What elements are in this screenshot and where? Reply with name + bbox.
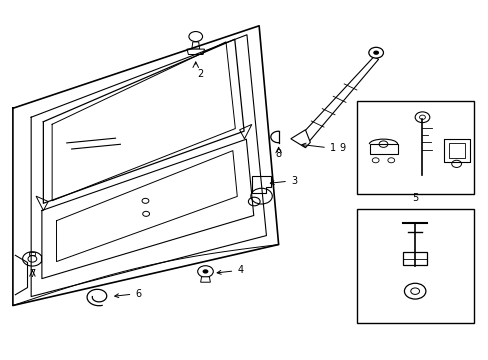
Text: 1: 1 — [302, 143, 335, 153]
Polygon shape — [200, 277, 210, 282]
Circle shape — [188, 32, 202, 41]
Polygon shape — [298, 57, 378, 143]
Bar — [444, 139, 469, 162]
Text: 3: 3 — [270, 176, 296, 186]
Polygon shape — [191, 42, 199, 49]
Circle shape — [404, 283, 425, 299]
Circle shape — [197, 266, 213, 277]
Text: 6: 6 — [115, 289, 141, 298]
Text: 7: 7 — [29, 269, 36, 279]
Text: 5: 5 — [411, 193, 417, 203]
Text: 8: 8 — [275, 149, 281, 159]
Bar — [448, 143, 464, 158]
Polygon shape — [290, 130, 310, 148]
Bar — [29, 252, 35, 255]
Circle shape — [368, 47, 383, 58]
Text: 9: 9 — [339, 143, 345, 153]
Circle shape — [410, 288, 419, 294]
Text: 4: 4 — [217, 265, 243, 275]
Circle shape — [372, 50, 378, 55]
Bar — [356, 101, 473, 194]
Bar — [369, 144, 397, 154]
Text: 2: 2 — [197, 69, 203, 79]
Bar — [402, 252, 427, 265]
Polygon shape — [251, 176, 271, 193]
Bar — [356, 209, 473, 323]
Polygon shape — [186, 49, 204, 54]
Circle shape — [202, 269, 208, 274]
